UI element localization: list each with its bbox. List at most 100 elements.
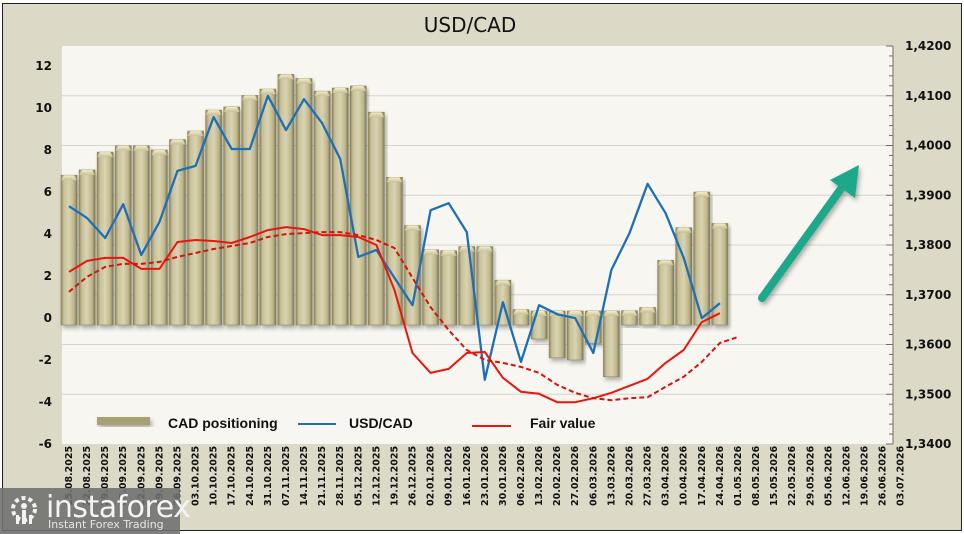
right-tick-label: 1,3700 [905,288,951,302]
right-tick-label: 1,3900 [905,188,951,202]
x-tick-label: 19.09.2025 [154,446,165,506]
right-tick-label: 1,3600 [905,338,951,352]
bar-cap [223,106,240,112]
bar-cap [386,177,403,183]
x-tick-label: 13.02.2026 [534,446,545,506]
bar-cap [61,175,77,181]
x-tick-label: 13.03.2026 [606,446,617,506]
x-tick-label: 03.04.2026 [661,446,672,506]
bar [657,259,674,326]
x-tick-label: 12.06.2026 [841,446,852,506]
bar [169,139,186,326]
bar-cap [332,88,349,94]
bar [675,227,693,326]
x-tick-label: 21.11.2025 [317,446,328,506]
bar [223,106,241,326]
legend-label-cad-positioning: CAD positioning [168,415,278,431]
bar [621,310,638,326]
right-axis: 1,4200 1,4100 1,4000 1,3900 1,3800 1,3700 1,36… [886,39,951,451]
right-tick-label: 1,4200 [905,39,951,53]
bar [603,310,620,378]
bar [368,111,385,326]
bar-cap [711,223,728,229]
x-tick-label: 29.08.2025 [100,446,111,506]
legend: CAD positioning USD/CAD Fair value [97,415,596,431]
bar-cap [585,311,602,316]
bar-cap [440,250,457,256]
x-tick-label: 15.08.2025 [64,446,75,506]
x-axis: 15.08.2025 22.08.2025 29.08.2025 05.09.2025… [64,446,907,506]
bar [422,249,439,326]
bar [277,74,295,326]
bar [512,309,530,326]
x-tick-label: 16.01.2026 [462,446,473,506]
bar [639,307,656,326]
instaforex-logo-icon [11,496,37,524]
bar [331,87,349,326]
series-line-usd-cad [68,94,721,381]
x-tick-label: 17.10.2025 [227,446,238,506]
right-tick-label: 1,3800 [905,238,951,252]
x-tick-label: 20.02.2026 [552,446,563,506]
bar [259,88,277,326]
x-tick-label: 06.02.2026 [516,446,527,506]
bar-cap [169,139,186,145]
x-tick-label: 12.09.2025 [136,446,147,506]
bar-cap [314,91,331,97]
x-tick-label: 05.09.2025 [118,446,129,506]
x-tick-label: 12.12.2025 [371,446,382,506]
bar-cap [657,260,674,266]
bar-cap [603,311,620,316]
right-tick-label: 1,3500 [905,387,951,401]
left-tick-label: 10 [35,101,52,115]
watermark-brand: instaforex [46,490,191,525]
x-tick-label: 22.08.2025 [82,446,93,506]
bar-cap [133,145,150,151]
x-tick-label: 10.10.2025 [209,446,220,506]
bar-cap [567,311,584,316]
x-tick-label: 14.11.2025 [299,446,310,506]
left-tick-label: 6 [44,185,52,199]
bar [711,223,729,326]
x-tick-label: 09.01.2026 [444,446,455,506]
legend-label-fair-value: Fair value [530,415,596,431]
left-axis: 12 10 8 6 4 2 0 -2 -4 -6 [35,59,52,451]
x-tick-label: 23.01.2026 [480,446,491,506]
bar [133,145,150,326]
x-tick-label: 03.07.2026 [896,446,907,506]
bar-cap [115,145,132,151]
bar-cap [422,249,439,255]
left-tick-label: 2 [44,269,52,283]
bar [151,149,168,326]
trend-arrow [758,165,859,302]
bar-cap [476,246,493,252]
bar-cap [404,225,421,231]
bar [295,78,313,326]
x-tick-label: 24.04.2026 [715,446,726,506]
x-tick-label: 28.11.2025 [335,446,346,506]
bar [78,169,96,326]
series-line-fair-value [68,226,721,404]
bar-cap [513,309,529,315]
bar-cap [458,246,475,252]
chart-title: USD/CAD [424,13,517,37]
left-tick-label: -6 [39,437,52,451]
x-tick-label: 26.06.2026 [878,446,889,506]
left-tick-label: 0 [44,311,52,325]
x-tick-label: 27.02.2026 [570,446,581,506]
x-tick-label: 24.10.2025 [245,446,256,506]
right-tick-label: 1,3400 [905,437,951,451]
left-tick-label: 12 [35,59,52,73]
lines-layer [68,94,739,404]
left-tick-label: 8 [44,143,52,157]
legend-swatch-cad-positioning [97,417,150,425]
bar-cap [639,307,656,313]
x-tick-label: 29.05.2026 [805,446,816,506]
bar-cap [205,110,222,116]
watermark-tagline: Instant Forex Trading [48,518,164,531]
bar [60,174,78,326]
bars-layer [60,74,729,378]
bar [386,177,403,326]
x-tick-label: 20.03.2026 [624,446,635,506]
